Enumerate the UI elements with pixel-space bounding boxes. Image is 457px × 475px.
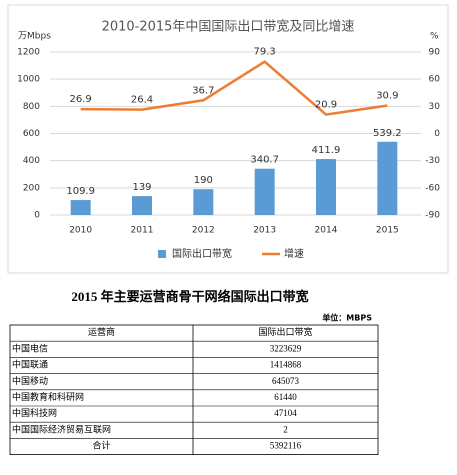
legend-label: 增速 <box>284 247 304 260</box>
table-cell: 国际出口带宽 <box>258 326 312 337</box>
y2-tick-label: -90 <box>425 211 440 221</box>
legend-swatch <box>158 250 166 258</box>
y-tick-label: 200 <box>23 183 40 193</box>
bar <box>254 168 275 215</box>
table-cell: 中国教育和科研网 <box>12 391 84 402</box>
line-label: 20.9 <box>315 100 337 111</box>
bar-label: 411.9 <box>312 145 341 156</box>
table-cell: 645073 <box>272 376 300 386</box>
table-cell: 运营商 <box>88 326 115 337</box>
y-tick-label: 0 <box>34 211 40 221</box>
bar-label: 539.2 <box>373 128 402 139</box>
y2-tick-label: -30 <box>425 156 440 166</box>
table-cell: 中国联通 <box>12 359 48 370</box>
table-cell: 3223629 <box>270 343 302 353</box>
line <box>80 60 388 116</box>
y2-tick-label: 0 <box>434 129 440 139</box>
y2-tick-label: 30 <box>429 102 441 112</box>
bar-label: 190 <box>194 175 213 186</box>
table-title: 2015 年主要运营商骨干网络国际出口带宽 <box>71 289 308 304</box>
table-cell: 1414868 <box>270 360 302 370</box>
y-tick-label: 1200 <box>17 48 40 58</box>
y-tick-label: 600 <box>23 129 40 139</box>
bar <box>377 141 398 215</box>
x-tick-label: 2011 <box>131 226 154 236</box>
x-tick-label: 2015 <box>376 226 399 236</box>
line-label: 79.3 <box>254 47 276 58</box>
bar-label: 109.9 <box>66 186 95 197</box>
bar <box>316 159 336 215</box>
line-label: 30.9 <box>376 91 398 102</box>
y-tick-label: 800 <box>23 102 40 112</box>
table-unit: 单位：MBPS <box>322 313 372 323</box>
x-tick-label: 2010 <box>69 226 92 236</box>
line-label: 36.7 <box>192 85 214 96</box>
y2-tick-label: 60 <box>429 75 441 85</box>
table-cell: 中国科技网 <box>12 407 57 418</box>
y2-tick-label: -60 <box>425 183 440 193</box>
x-tick-label: 2012 <box>192 226 215 236</box>
y2-axis-label: % <box>430 32 439 42</box>
x-tick-label: 2014 <box>315 226 338 236</box>
table-cell: 5392116 <box>270 441 302 451</box>
bar-label: 139 <box>132 182 151 193</box>
chart-frame <box>7 4 449 274</box>
table-cell: 中国国际经济贸易互联网 <box>12 423 111 434</box>
bar-label: 340.7 <box>250 155 279 166</box>
table-cell: 47104 <box>274 408 297 418</box>
table-cell: 2 <box>283 424 288 434</box>
bar <box>70 200 91 215</box>
y2-tick-label: 90 <box>429 48 441 58</box>
chart-title: 2010-2015年中国国际出口带宽及同比增速 <box>102 19 355 35</box>
table-cell: 合计 <box>92 440 110 451</box>
table-cell: 61440 <box>274 392 297 402</box>
y-tick-label: 400 <box>23 156 40 166</box>
bar <box>193 189 214 215</box>
y-axis-label: 万Mbps <box>18 32 51 42</box>
legend-label: 国际出口带宽 <box>172 247 232 260</box>
x-tick-label: 2013 <box>253 226 276 236</box>
y-tick-label: 1000 <box>17 75 40 85</box>
bar <box>132 196 152 215</box>
line-label: 26.9 <box>70 94 92 105</box>
table-cell: 中国电信 <box>12 342 48 353</box>
table-cell: 中国移动 <box>12 375 48 386</box>
line-label: 26.4 <box>131 95 153 106</box>
